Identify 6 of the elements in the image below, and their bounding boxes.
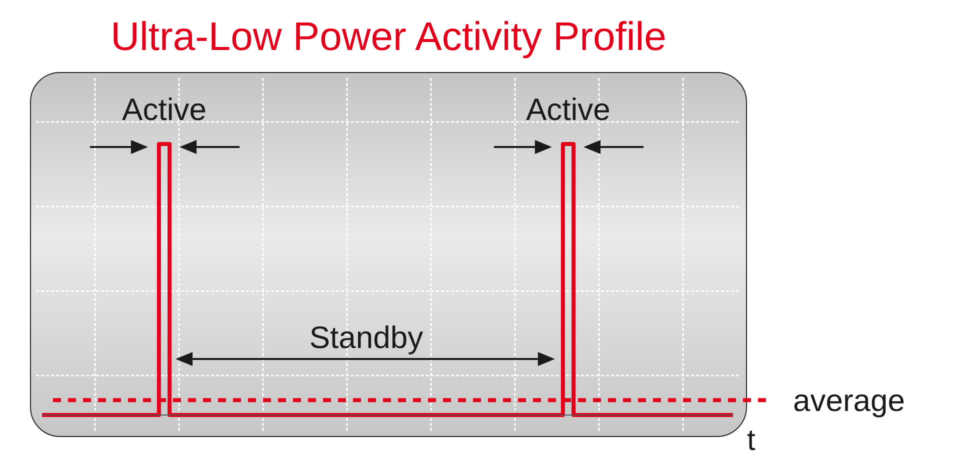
chart-title: Ultra-Low Power Activity Profile	[110, 15, 666, 59]
text: Active	[122, 92, 206, 127]
ref-line-label: average	[793, 383, 906, 418]
annotation: Standby	[309, 320, 424, 355]
text: Active	[526, 92, 610, 127]
x-axis-title: t	[747, 424, 756, 457]
